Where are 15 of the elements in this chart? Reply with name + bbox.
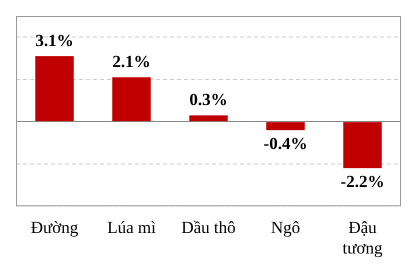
data-label: 2.1% — [112, 52, 151, 72]
data-label: 3.1% — [35, 31, 74, 50]
x-tick-label: Ngô — [270, 218, 300, 237]
x-tick-label: Đậu tương — [342, 218, 383, 258]
data-label: 0.3% — [189, 90, 228, 110]
x-tick-label: Lúa mì — [107, 218, 156, 237]
bar — [266, 122, 305, 130]
bar — [189, 115, 228, 122]
data-label: -0.4% — [264, 134, 308, 154]
data-label: -2.2% — [340, 172, 384, 192]
x-tick-label: Dầu thô — [181, 218, 236, 237]
bar — [343, 122, 382, 168]
bar — [112, 77, 151, 122]
x-tick-label: Đường — [30, 218, 79, 237]
bar — [35, 56, 74, 122]
